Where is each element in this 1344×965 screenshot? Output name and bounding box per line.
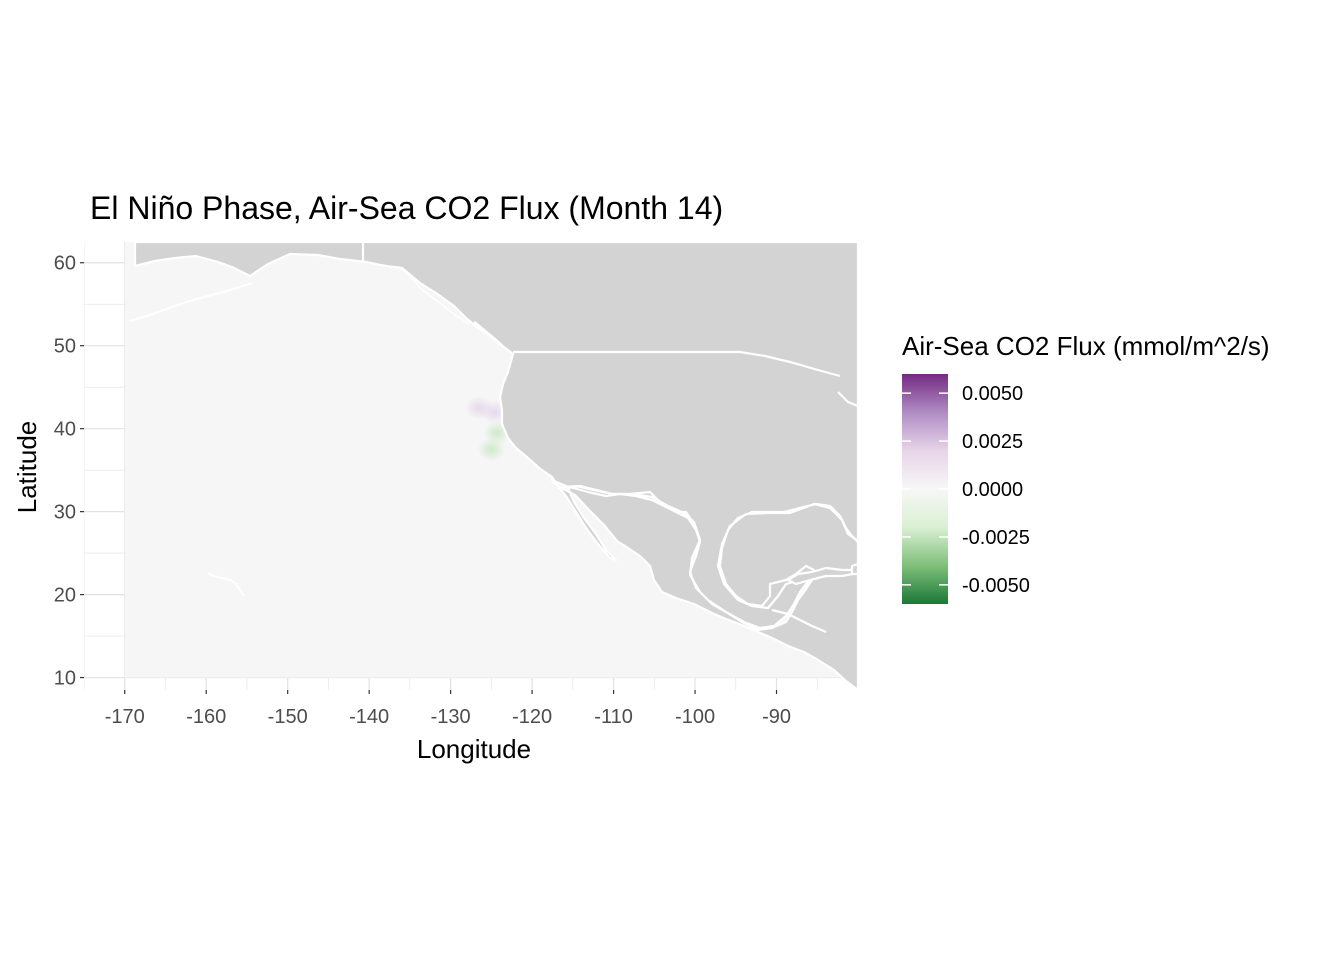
x-tick-label: -140	[349, 706, 389, 728]
x-tick-label: -100	[675, 706, 715, 728]
aleutian-islands	[129, 281, 253, 323]
land-hispaniola	[850, 562, 858, 576]
legend-label: 0.0050	[962, 383, 1023, 405]
border-us-canada	[513, 350, 841, 378]
y-tick-label: 20	[54, 585, 76, 607]
x-tick-label: -110	[594, 706, 633, 728]
hawaii-islands	[207, 572, 245, 597]
x-tick-label: -120	[512, 706, 552, 728]
legend-ticks: 0.0050 0.0025 0.0000 -0.0025 -0.0050	[902, 383, 1030, 597]
x-tick-label: -170	[105, 706, 145, 728]
y-tick-label: 50	[54, 336, 76, 358]
y-tick-label: 10	[54, 668, 76, 690]
y-axis-title: Latitude	[12, 421, 42, 514]
land-mass	[133, 242, 858, 690]
border-great-lakes	[837, 391, 858, 408]
flux-highlight	[477, 437, 506, 462]
x-axis-title: Longitude	[417, 734, 531, 764]
legend-label: -0.0050	[962, 575, 1030, 597]
alaska-panhandle-islands	[399, 267, 471, 325]
vancouver-island	[473, 320, 506, 350]
coastline-islands	[129, 267, 506, 597]
y-tick-label: 60	[54, 253, 76, 275]
legend-title: Air-Sea CO2 Flux (mmol/m^2/s)	[902, 331, 1270, 361]
y-tick-label: 40	[54, 419, 76, 441]
legend-label: 0.0025	[962, 431, 1023, 453]
border-us-mexico	[557, 484, 702, 541]
legend: Air-Sea CO2 Flux (mmol/m^2/s) 0.00500.00…	[902, 331, 1270, 604]
chart-title: El Niño Phase, Air-Sea CO2 Flux (Month 1…	[90, 190, 723, 226]
land-north-america	[133, 242, 858, 690]
legend-label: 0.0000	[962, 479, 1023, 501]
x-axis: -170 -160 -150 -140 -130 -120 -110 -100 -90	[105, 690, 791, 728]
x-tick-label: -130	[431, 706, 471, 728]
legend-label: -0.0025	[962, 527, 1030, 549]
country-borders	[361, 242, 858, 634]
x-tick-label: -160	[186, 706, 226, 728]
y-axis: 10 20 30 40 50 60	[54, 253, 84, 690]
border-central-america	[771, 608, 827, 634]
x-tick-label: -90	[762, 706, 791, 728]
y-tick-label: 30	[54, 502, 76, 524]
plot-panel	[84, 242, 858, 690]
x-tick-label: -150	[268, 706, 308, 728]
flux-highlight	[465, 395, 494, 420]
